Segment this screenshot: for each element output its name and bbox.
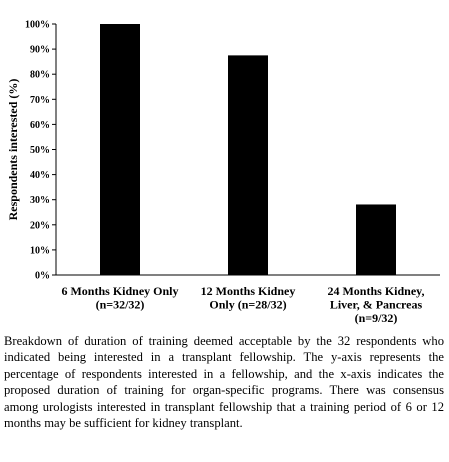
y-tick-label: 30% <box>30 195 50 206</box>
figure-caption: Breakdown of duration of training deemed… <box>4 334 444 431</box>
y-tick-label: 80% <box>30 70 50 81</box>
y-tick-label: 50% <box>30 145 50 156</box>
y-tick-label: 40% <box>30 170 50 181</box>
x-category-label-2: 12 Months Kidney Only (n=28/32) <box>201 284 296 312</box>
x-category-label-3: 24 Months Kidney, Liver, & Pancreas (n=9/3… <box>327 284 424 325</box>
bar-3 <box>356 204 396 275</box>
y-tick-label: 90% <box>30 45 50 56</box>
y-tick-label: 0% <box>35 271 50 282</box>
y-tick-label: 20% <box>30 220 50 231</box>
bar-2 <box>228 55 268 275</box>
y-tick-label: 70% <box>30 95 50 106</box>
y-tick-label: 60% <box>30 120 50 131</box>
bar-1 <box>100 24 140 275</box>
y-tick-label: 10% <box>30 245 50 256</box>
bar-chart: Respondents interested (%) 0% 10% 20% 30% 40… <box>6 20 440 325</box>
y-axis-label: Respondents interested (%) <box>6 79 20 221</box>
y-tick-label: 100% <box>25 20 50 31</box>
x-category-label-1: 6 Months Kidney Only (n=32/32) <box>61 284 178 312</box>
